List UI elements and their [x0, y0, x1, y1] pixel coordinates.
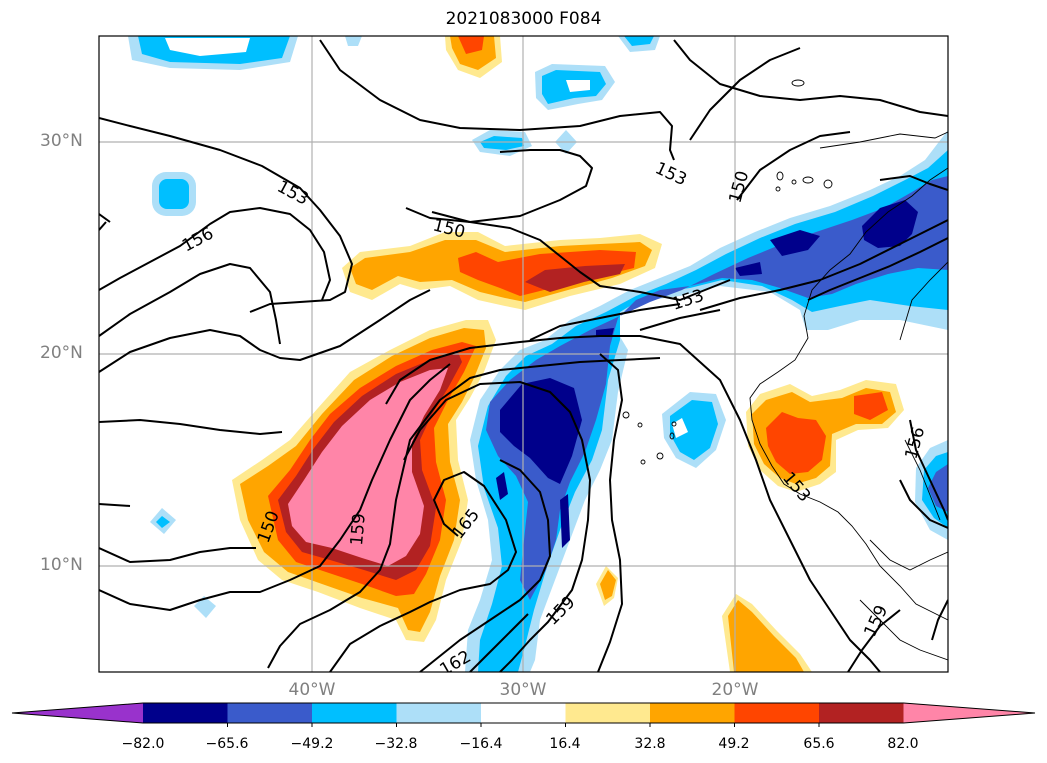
shade-blue: [486, 176, 948, 600]
shade-orange: [450, 36, 496, 70]
shade-navy: [735, 262, 762, 276]
colorbar-tick-label: 16.4: [549, 736, 581, 752]
shade-navy: [596, 328, 614, 336]
colorbar-tick-label: −65.6: [205, 736, 249, 752]
shade-pink: [288, 368, 448, 566]
lat-label: 20°N: [40, 343, 83, 363]
lat-label: 10°N: [40, 555, 83, 575]
colorbar-tick-label: 32.8: [634, 736, 666, 752]
colorbar-segment: [650, 703, 735, 723]
colorbar-segment: [734, 703, 820, 723]
shade-darkred: [525, 264, 625, 292]
colorbar-segment: [312, 703, 397, 723]
map-title: 2021083000 F084: [445, 9, 602, 29]
shade-blue: [928, 464, 948, 512]
colorbar-tick-label: 65.6: [803, 736, 835, 752]
colorbar-extend-max: [903, 703, 1035, 723]
shade-navy: [770, 230, 820, 256]
colorbar-segment: [481, 703, 566, 723]
colorbar-segment: [227, 703, 313, 723]
shade-red: [458, 36, 484, 54]
height-contours: [99, 39, 948, 672]
shade-white: [566, 80, 590, 92]
lon-label: 30°W: [499, 680, 547, 700]
colorbar-outline: [11, 702, 1036, 724]
coastlines: [622, 79, 948, 661]
map-plot-area: 153 156 150 153 150 153 150 159 165 159 …: [99, 36, 948, 672]
colorbar-tick-label: −82.0: [121, 736, 165, 752]
shade-cyan: [624, 36, 654, 46]
shade-orange: [600, 570, 616, 600]
contour-label: 159: [347, 512, 370, 546]
colorbar-tick-label: −16.4: [459, 736, 503, 752]
colorbar-segment: [819, 703, 904, 723]
shade-lightblue: [345, 36, 362, 46]
colorbar-tick-label: −49.2: [290, 736, 334, 752]
colorbar-tick-label: 82.0: [887, 736, 919, 752]
shade-red: [854, 392, 888, 420]
colorbar-segment: [565, 703, 651, 723]
colorbar-segment: [396, 703, 482, 723]
lat-label: 30°N: [40, 131, 83, 151]
colorbar: [11, 702, 1036, 727]
shade-white: [165, 38, 250, 56]
shade-cyan: [670, 400, 718, 460]
lon-label: 40°W: [288, 680, 336, 700]
shade-orange: [728, 600, 804, 672]
shade-cyan: [480, 136, 524, 150]
colorbar-tick-label: 49.2: [718, 736, 750, 752]
shade-navy: [496, 472, 508, 500]
map-frame: [98, 35, 949, 673]
shade-lightblue: [194, 596, 216, 618]
shade-cyan: [156, 516, 170, 528]
shade-cyan: [159, 179, 189, 209]
shade-red: [766, 412, 826, 474]
colorbar-segment: [143, 703, 228, 723]
colorbar-extend-min: [12, 703, 143, 723]
lon-label: 20°W: [711, 680, 759, 700]
shade-navy: [560, 494, 570, 548]
colorbar-tick-label: −32.8: [374, 736, 418, 752]
shade-navy: [862, 200, 918, 248]
